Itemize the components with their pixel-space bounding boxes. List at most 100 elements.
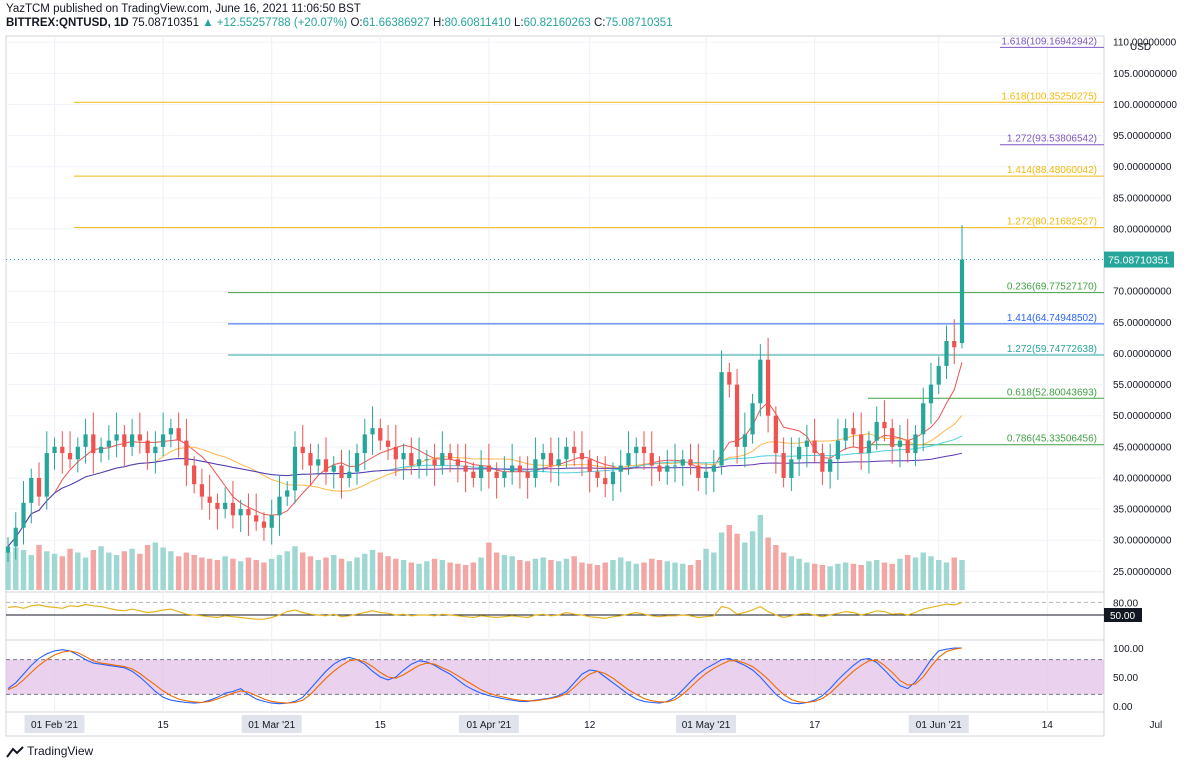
volume-bar (323, 557, 329, 590)
volume-bar (773, 545, 779, 590)
candle-body (828, 459, 833, 472)
price-tick-label: 50.00000000 (1113, 411, 1172, 422)
rsi-level-badge-text: 50.00 (1110, 611, 1135, 622)
volume-bar (168, 551, 174, 590)
volume-bar (586, 563, 593, 590)
volume-bar (331, 555, 337, 590)
candle-body (176, 428, 181, 441)
volume-bar (28, 555, 34, 590)
volume-bar (369, 550, 376, 590)
volume-bar (214, 560, 221, 590)
stoch-k-line (7, 647, 962, 705)
tradingview-logo[interactable]: TradingView (6, 744, 93, 758)
candle-body (60, 446, 65, 454)
open-label: O: (350, 17, 363, 29)
candle-body (843, 428, 848, 441)
volume-bar (75, 552, 81, 590)
price-tick-label: 100.00000000 (1113, 100, 1177, 111)
candle-body (455, 459, 460, 466)
candle-body (634, 446, 639, 454)
volume-bar (811, 563, 818, 590)
volume-bar (711, 552, 717, 590)
volume-bar (555, 561, 562, 590)
fib-level-label: 0.618(52.80043693) (1007, 387, 1097, 398)
volume-bar (424, 561, 430, 590)
price-tick-label: 70.00000000 (1113, 287, 1172, 298)
candle-body (145, 440, 150, 454)
last-value: 75.08710351 (131, 17, 200, 29)
candle-body (199, 484, 205, 497)
candle-body (285, 490, 290, 497)
candle-body (820, 453, 825, 472)
candle-body (238, 509, 243, 516)
candle-body (502, 471, 507, 478)
volume-bar (726, 525, 733, 590)
volume-bar (416, 563, 422, 590)
volume-bar (579, 562, 585, 590)
candle-body (603, 477, 608, 485)
volume-bar (850, 563, 857, 590)
candle-body (447, 453, 453, 460)
volume-bar (835, 563, 841, 590)
rsi-level-badge (1104, 608, 1142, 622)
volume-bar (377, 552, 384, 590)
candle-body (548, 453, 554, 466)
candle-body (385, 440, 391, 447)
volume-bar (13, 547, 19, 590)
candle-body (734, 384, 740, 447)
symbol-name[interactable]: BITTREX:QNTUSD, 1D (6, 17, 129, 29)
volume-bar (261, 562, 267, 590)
volume-bar (346, 561, 352, 590)
candle-body (711, 465, 716, 472)
price-tick-label: 35.00000000 (1113, 505, 1172, 516)
candle-body (168, 428, 173, 435)
time-tick-label: 12 (584, 720, 596, 731)
volume-bar (804, 562, 810, 590)
candle-body (479, 465, 484, 478)
volume-bar (478, 557, 484, 590)
candle-body (13, 527, 18, 547)
candle-body (378, 428, 383, 441)
price-tick-label: 90.00000000 (1113, 162, 1172, 173)
volume-bar (98, 546, 104, 590)
volume-bar (268, 558, 275, 590)
volume-bar (393, 558, 399, 590)
volume-bar (44, 551, 50, 590)
volume-bar (385, 556, 391, 590)
candle-body (184, 440, 189, 466)
candle-body (362, 434, 367, 454)
volume-bar (742, 542, 748, 590)
candle-body (75, 446, 80, 460)
volume-bar (796, 558, 802, 590)
candle-body (773, 415, 778, 454)
last-price-badge (1104, 251, 1174, 268)
volume-bar (718, 532, 725, 590)
candle-body (192, 465, 197, 485)
candle-body (354, 453, 360, 472)
candle-body (494, 471, 499, 478)
candle-body (432, 459, 437, 466)
volume-bar (532, 558, 539, 590)
volume-bar (687, 565, 694, 590)
candle-body (215, 502, 220, 510)
candle-body (269, 515, 274, 528)
candle-body (742, 434, 747, 447)
high-value: 80.60811410 (444, 17, 511, 29)
volume-bar (59, 556, 66, 590)
volume-bar (113, 555, 120, 590)
volume-bar (362, 553, 368, 590)
change-value: ▲ +12.55257788 (+20.07%) (202, 17, 348, 29)
volume-bar (734, 533, 740, 590)
candle-body (758, 359, 763, 404)
volume-bar (680, 563, 686, 590)
volume-bar (571, 556, 577, 590)
low-label: L: (513, 17, 524, 29)
candle-body (587, 459, 592, 472)
candle-body (486, 465, 491, 472)
moving-average-line (7, 452, 963, 547)
candle-body (122, 434, 127, 447)
candle-body (137, 434, 142, 441)
close-value: 75.08710351 (605, 17, 673, 29)
price-tick-label: 55.00000000 (1113, 380, 1172, 391)
